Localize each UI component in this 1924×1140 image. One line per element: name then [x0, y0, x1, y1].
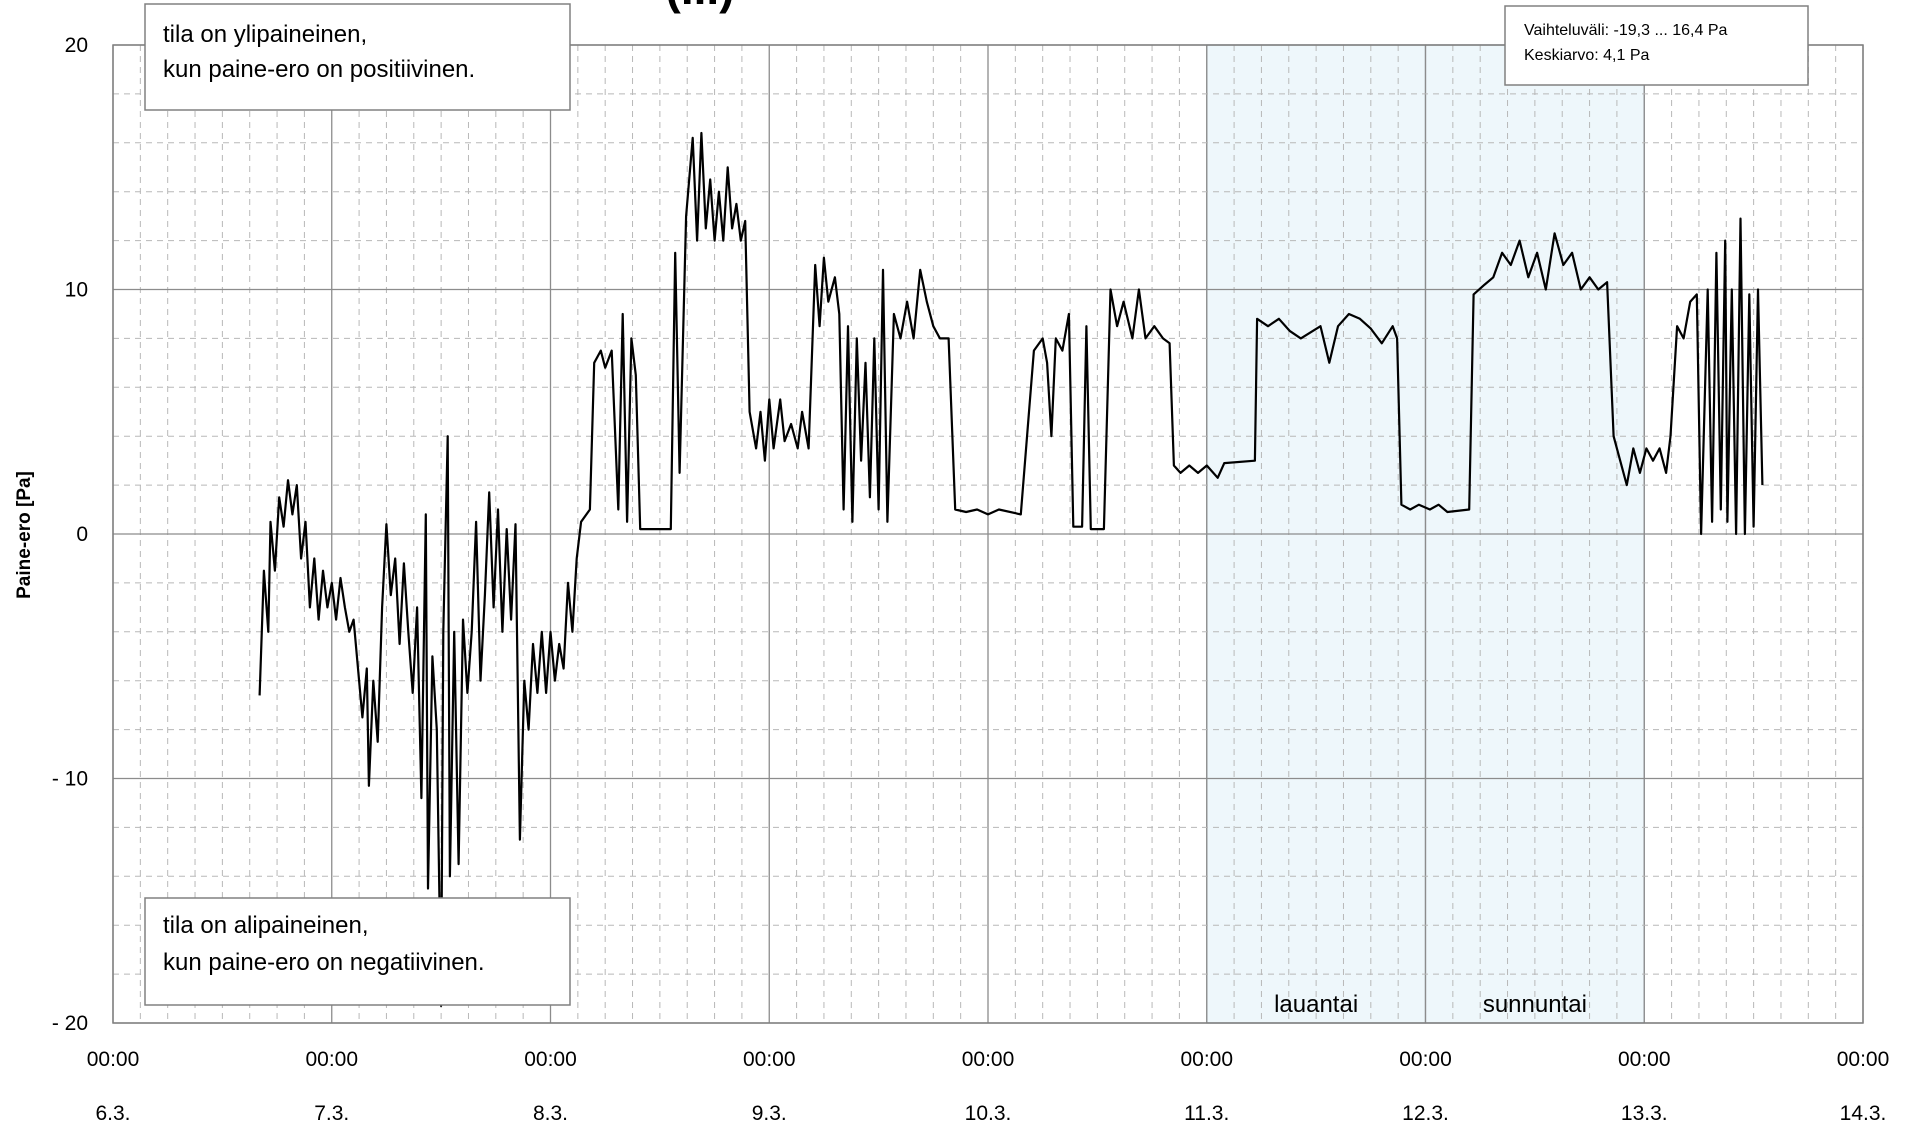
x-tick-time: 00:00: [962, 1048, 1015, 1071]
weekend-label-0: lauantai: [1274, 991, 1358, 1018]
x-tick-time: 00:00: [1618, 1048, 1671, 1071]
x-tick-date: 10.3.: [965, 1102, 1012, 1125]
x-tick-date: 13.3.: [1621, 1102, 1668, 1125]
stats-box: Vaihteluväli: -19,3 ... 16,4 Pa Keskiarv…: [1504, 5, 1809, 86]
weekend-label-1: sunnuntai: [1483, 991, 1587, 1018]
x-tick-time: 00:00: [1837, 1048, 1890, 1071]
chart-title: (...): [666, 0, 735, 14]
y-tick-label: - 20: [52, 1012, 88, 1035]
y-tick-label: 0: [76, 523, 88, 546]
chart-axes: 20 10 0 - 10 - 20 00:00 6.3. 00:00 7.3. 00:00 8.3.…: [52, 34, 1889, 1125]
x-tick-time: 00:00: [1180, 1048, 1233, 1071]
x-tick-time: 00:00: [743, 1048, 796, 1071]
y-tick-label: 10: [65, 279, 88, 302]
overpressure-note-line1: tila on ylipaineinen,: [163, 21, 367, 48]
underpressure-note-line2: kun paine-ero on negatiivinen.: [163, 949, 485, 976]
x-tick-time: 00:00: [524, 1048, 577, 1071]
x-tick-date: 9.3.: [752, 1102, 787, 1125]
y-tick-label: 20: [65, 34, 88, 57]
plot-area-border: [112, 44, 1864, 1024]
x-tick-date: 8.3.: [533, 1102, 568, 1125]
x-tick-time: 00:00: [1399, 1048, 1452, 1071]
x-tick-date: 6.3.: [95, 1102, 130, 1125]
stats-mean: Keskiarvo: 4,1 Pa: [1524, 47, 1650, 64]
chart-series: [258, 131, 1764, 1008]
stats-range: Vaihteluväli: -19,3 ... 16,4 Pa: [1524, 22, 1727, 39]
x-tick-date: 7.3.: [314, 1102, 349, 1125]
overpressure-note-line2: kun paine-ero on positiivinen.: [163, 56, 475, 83]
underpressure-note-line1: tila on alipaineinen,: [163, 912, 369, 939]
y-tick-label: - 10: [52, 768, 88, 791]
x-tick-time: 00:00: [87, 1048, 140, 1071]
x-tick-time: 00:00: [305, 1048, 358, 1071]
x-tick-date: 11.3.: [1184, 1102, 1229, 1125]
x-tick-date: 14.3.: [1840, 1102, 1887, 1125]
underpressure-note: tila on alipaineinen, kun paine-ero on n…: [144, 897, 571, 1006]
chart-grid: [112, 44, 1864, 1024]
overpressure-note: tila on ylipaineinen, kun paine-ero on p…: [144, 3, 571, 111]
series-line-0: [258, 131, 1764, 1008]
y-axis-label: Paine-ero [Pa]: [14, 471, 35, 599]
chart-labels: lauantai sunnuntai: [1274, 991, 1587, 1018]
x-tick-date: 12.3.: [1402, 1102, 1449, 1125]
